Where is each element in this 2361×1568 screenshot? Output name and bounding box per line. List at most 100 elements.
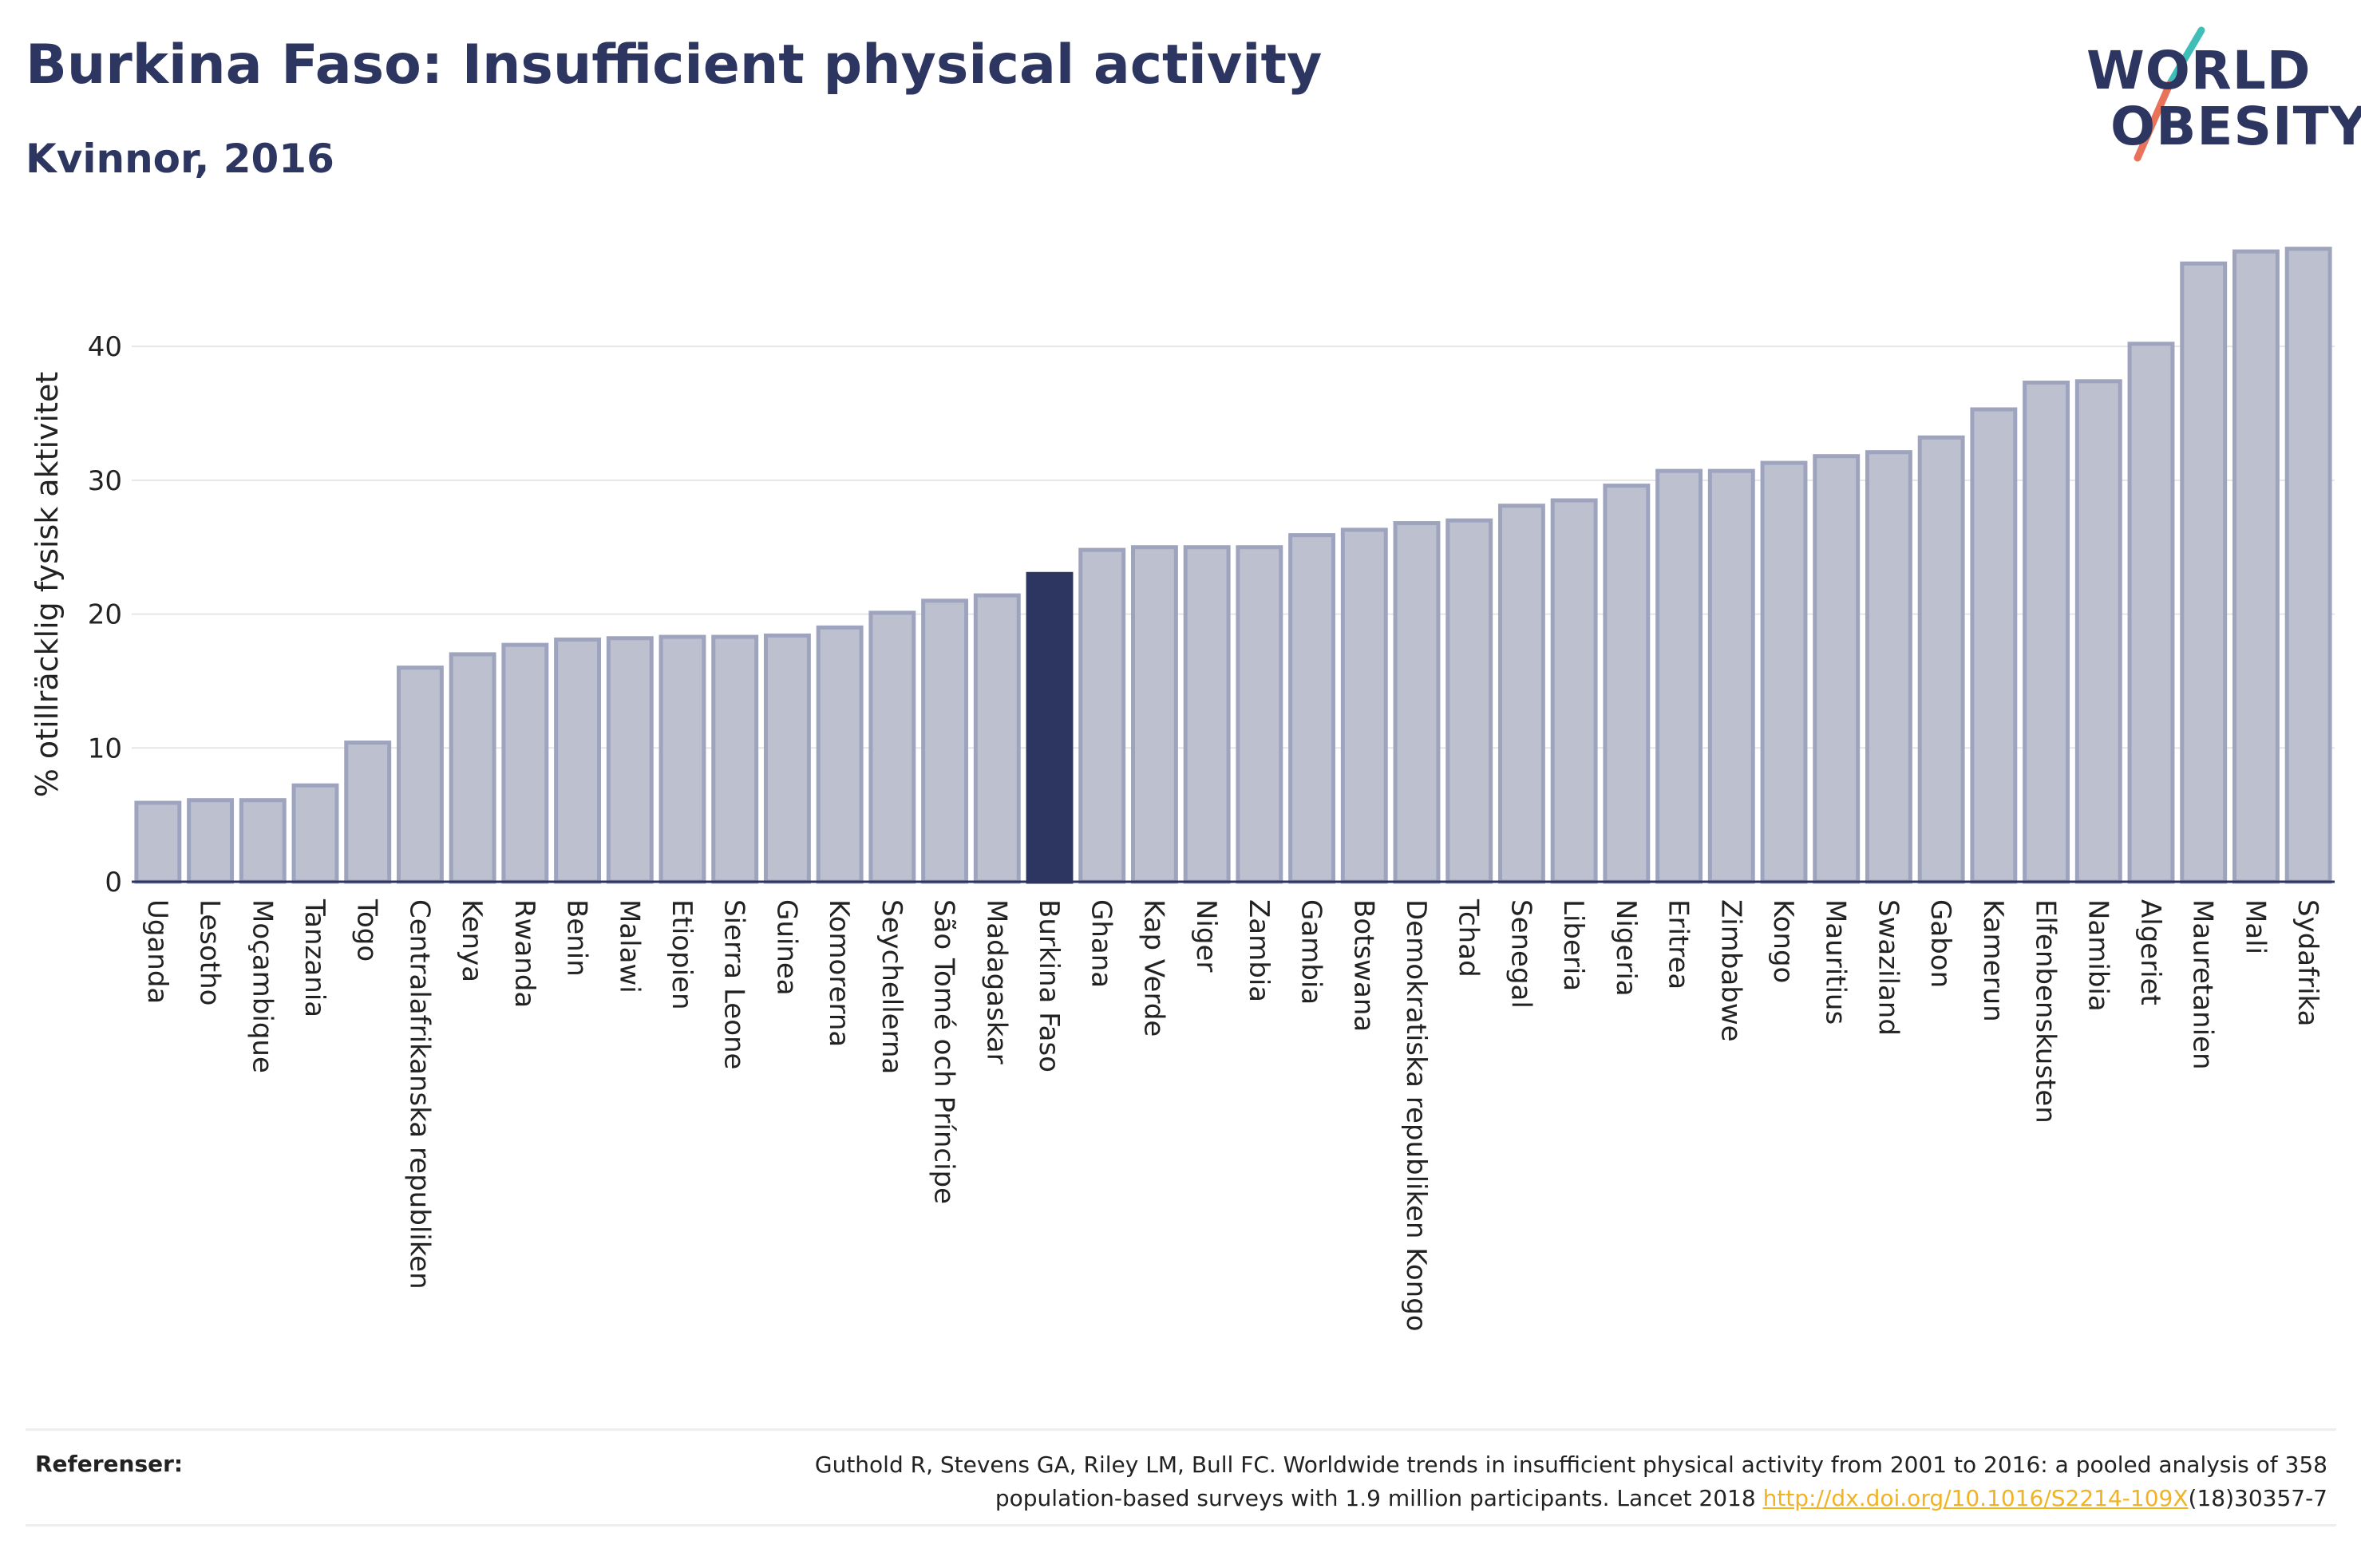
x-tick-label: Zambia [1243,899,1275,1002]
x-tick-label: Burkina Faso [1033,899,1065,1072]
x-tick-label: Kamerun [1977,899,2009,1022]
references-text: Guthold R, Stevens GA, Riley LM, Bull FC… [571,1448,2327,1515]
x-tick-label: Kenya [456,899,488,982]
x-tick-label: Swaziland [1872,899,1904,1036]
x-tick-label: Togo [351,899,383,962]
bar [1865,450,1912,884]
bar [606,636,654,884]
x-tick-label: Namibia [2082,899,2114,1012]
x-tick-label: Sierra Leone [718,899,750,1069]
bar [449,652,496,884]
bar [1183,545,1231,884]
reference-line-2-end: (18)30357-7 [2188,1485,2327,1511]
y-tick-label: 10 [88,733,122,764]
bar [816,625,864,884]
x-tick-label: Komorerna [823,899,855,1047]
bar [239,798,287,884]
bar [1760,460,1808,884]
reference-doi-link[interactable]: http://dx.doi.org/10.1016/S2214-109X [1762,1485,2189,1511]
bar [1340,527,1388,884]
x-tick-label: Niger [1190,899,1222,972]
bar [2284,247,2332,884]
logo-slash-icon [2134,26,2205,162]
x-tick-label: Gabon [1924,899,1956,988]
bar [1707,468,1755,884]
x-tick-label: Centralafrikanska republiken [403,899,435,1290]
logo-word-2: OBESITY [2110,96,2361,157]
x-tick-label: Botswana [1347,899,1379,1032]
world-obesity-logo: WORLD OBESITY [2075,22,2361,174]
x-tick-label: Tchad [1453,899,1485,978]
bar [2127,342,2175,884]
bar [1393,521,1441,884]
x-tick-label: Malawi [613,899,645,993]
x-tick-label: Etiopien [666,899,698,1010]
y-axis-label: % otillräcklig fysisk aktivitet [30,372,65,798]
bar [1917,435,1965,884]
bar [711,634,759,884]
y-tick-label: 20 [88,599,122,631]
x-tick-label: Ghana [1086,899,1117,988]
x-tick-label: Eritrea [1663,899,1695,989]
y-tick-label: 0 [105,867,122,899]
x-tick-label: Zimbabwe [1714,899,1746,1042]
x-tick-label: Gambia [1295,899,1327,1005]
bar [2074,379,2122,884]
x-tick-label: Seychellerna [876,899,908,1074]
reference-line-2-start: population-based surveys with 1.9 millio… [995,1485,1763,1511]
bar [868,610,916,884]
x-tick-label: Liberia [1557,899,1589,991]
x-tick-label: Guinea [770,899,802,996]
bar [396,666,444,884]
bar [1130,545,1178,884]
x-tick-label: Kongo [1767,899,1799,983]
x-tick-label: Sydafrika [2292,899,2323,1026]
bar [1497,504,1545,884]
bar [973,593,1021,884]
bar [1655,468,1703,884]
bar [1603,484,1651,884]
bar [763,633,811,884]
bar [344,741,392,884]
x-tick-label: Moçambique [246,899,278,1073]
x-tick-label: Mali [2239,899,2271,954]
bar [1445,518,1493,884]
x-tick-label: Mauritius [1820,899,1852,1025]
x-tick-label: Rwanda [508,899,540,1008]
chart-subtitle: Kvinnor, 2016 [26,136,334,182]
x-tick-label: Senegal [1505,899,1536,1009]
logo-word-1: WORLD [2086,40,2312,101]
bar [1078,547,1126,884]
bar [1970,407,2018,884]
bar [658,634,706,884]
x-tick-label: Nigeria [1610,899,1642,997]
reference-bottom-rule [26,1524,2336,1527]
x-tick-label: Mauretanien [2187,899,2219,1070]
bar [2180,261,2228,884]
bar-chart: 0 10 20 30 40 % otillräcklig fysisk aktivitet… [30,247,2335,1332]
bar [134,800,182,884]
x-tick-label: Algeriet [2134,899,2166,1005]
x-tick-label: Kap Verde [1137,899,1169,1037]
references-label: Referenser: [35,1451,184,1477]
bar [921,598,969,884]
bar [187,798,235,884]
x-tick-label: Tanzania [299,899,330,1017]
bar [1288,533,1336,884]
reference-top-rule [26,1428,2336,1431]
bar [2232,249,2280,884]
bar [2023,380,2070,884]
x-tick-label: São Tomé och Príncipe [928,899,960,1204]
x-tick-label: Elfenbenskusten [2030,899,2062,1124]
bar [291,783,339,884]
y-tick-label: 40 [88,331,122,363]
reference-line-1: Guthold R, Stevens GA, Riley LM, Bull FC… [814,1451,2327,1478]
bar [501,642,549,884]
x-tick-label: Demokratiska republiken Kongo [1400,899,1432,1332]
x-tick-label: Lesotho [194,899,226,1005]
x-tick-label: Uganda [141,899,173,1004]
bar [1026,571,1074,884]
x-tick-label: Madagaskar [980,899,1012,1064]
bar [1550,498,1598,884]
x-tick-label: Benin [561,899,593,977]
